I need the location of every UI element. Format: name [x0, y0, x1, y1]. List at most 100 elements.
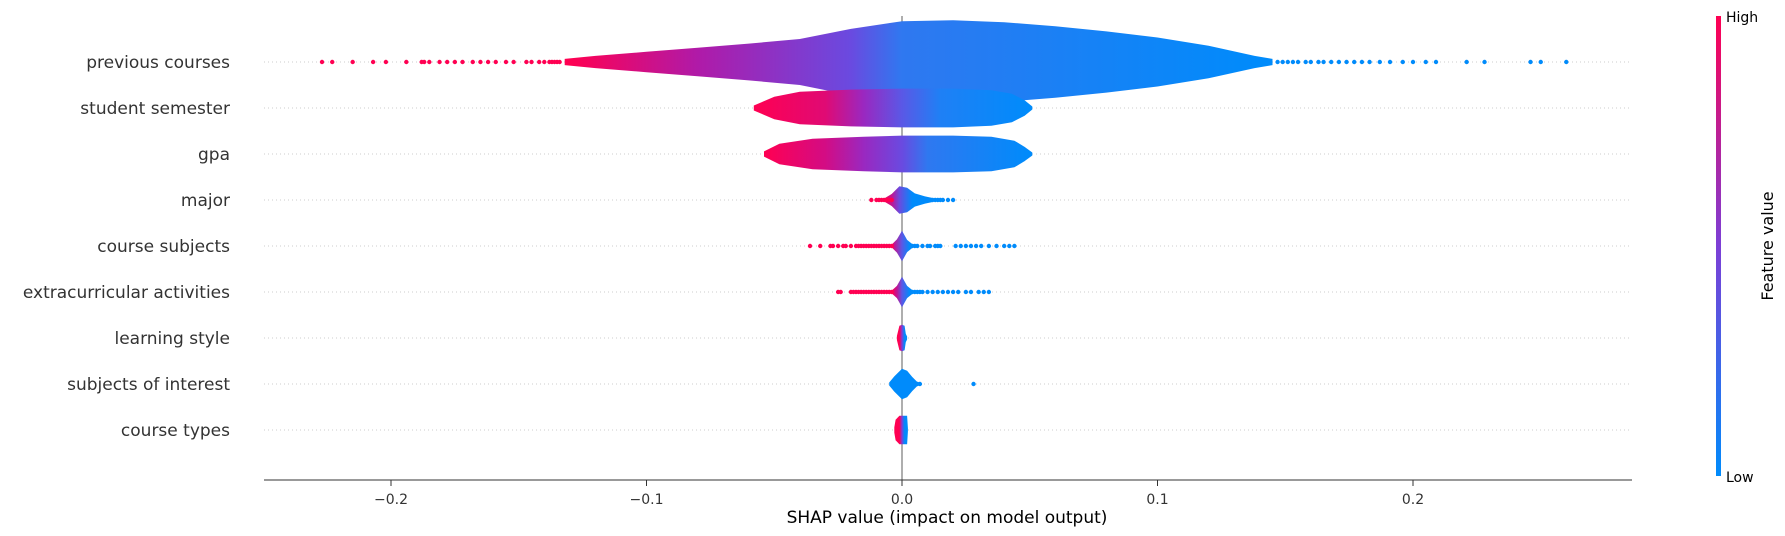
point-low: [920, 289, 925, 295]
point-high: [485, 59, 491, 65]
point-high: [889, 289, 894, 295]
point-low: [1285, 59, 1291, 65]
point-high: [330, 59, 335, 65]
point-low: [1538, 59, 1543, 65]
violin-1: [753, 88, 1033, 128]
point-low: [940, 289, 946, 295]
point-high: [869, 197, 874, 203]
feature-label: learning style: [114, 329, 230, 349]
point-high: [370, 59, 376, 65]
feature-label: gpa: [198, 145, 230, 165]
point-low: [958, 243, 963, 249]
point-low: [1359, 59, 1365, 65]
point-low: [1377, 59, 1382, 65]
point-low: [1433, 59, 1439, 65]
point-high: [445, 59, 450, 65]
point-low: [986, 243, 992, 249]
point-low: [935, 289, 940, 295]
point-high: [383, 59, 389, 65]
point-high: [830, 243, 836, 249]
point-low: [1280, 59, 1285, 65]
point-high: [524, 59, 529, 65]
point-high: [427, 59, 432, 65]
point-low: [950, 197, 956, 203]
point-high: [478, 59, 483, 65]
point-high: [319, 59, 325, 65]
point-high: [460, 59, 465, 65]
point-high: [807, 243, 813, 249]
point-low: [1344, 59, 1349, 65]
violin-0: [564, 20, 1273, 104]
feature-label: previous courses: [86, 53, 230, 73]
point-low: [986, 289, 992, 295]
point-low: [1290, 59, 1296, 65]
point-low: [1482, 59, 1487, 65]
point-low: [917, 381, 923, 387]
point-low: [1423, 59, 1428, 65]
point-high: [452, 59, 458, 65]
x-axis-title: SHAP value (impact on model output): [787, 508, 1108, 528]
colorbar-title: Feature value: [1758, 191, 1777, 300]
feature-label: course subjects: [97, 237, 230, 257]
violin-8: [894, 415, 908, 445]
x-tick-label: 0.0: [891, 492, 913, 508]
point-low: [930, 289, 935, 295]
point-low: [1564, 59, 1569, 65]
point-low: [945, 289, 951, 295]
point-high: [889, 197, 894, 203]
point-high: [437, 59, 442, 65]
point-low: [981, 289, 986, 295]
x-tick-label: 0.1: [1146, 492, 1168, 508]
point-low: [1012, 243, 1017, 249]
point-low: [1352, 59, 1357, 65]
point-high: [835, 243, 841, 249]
x-tick-label: −0.1: [630, 492, 664, 508]
point-high: [838, 289, 843, 295]
feature-label: extracurricular activities: [23, 283, 230, 303]
point-high: [818, 243, 823, 249]
point-high: [848, 243, 854, 249]
point-low: [973, 243, 979, 249]
violin-6: [896, 324, 908, 352]
point-low: [968, 289, 974, 295]
feature-labels: previous courses student semester gpa major…: [23, 53, 230, 441]
feature-label: student semester: [80, 99, 230, 119]
point-low: [1303, 59, 1308, 65]
point-high: [529, 59, 534, 65]
point-low: [1295, 59, 1301, 65]
point-high: [422, 59, 427, 65]
x-tick-label: 0.2: [1402, 492, 1424, 508]
violin-7: [889, 368, 918, 400]
point-high: [536, 59, 542, 65]
violin-2: [764, 135, 1033, 173]
point-low: [1007, 243, 1012, 249]
point-low: [979, 243, 984, 249]
colorbar-low-label: Low: [1726, 470, 1754, 486]
feature-label: subjects of interest: [67, 375, 230, 395]
point-low: [927, 243, 933, 249]
point-high: [843, 243, 848, 249]
violin-3: [884, 186, 933, 214]
point-low: [940, 197, 946, 203]
point-low: [963, 243, 969, 249]
point-high: [542, 59, 547, 65]
point-low: [1367, 59, 1372, 65]
point-low: [938, 243, 943, 249]
point-low: [1321, 59, 1326, 65]
feature-label: course types: [121, 421, 230, 441]
point-low: [976, 289, 981, 295]
point-low: [956, 289, 961, 295]
point-high: [404, 59, 409, 65]
violin-4: [891, 230, 913, 262]
point-low: [1336, 59, 1342, 65]
point-low: [1329, 59, 1334, 65]
point-low: [953, 243, 958, 249]
point-low: [1002, 243, 1007, 249]
point-low: [971, 381, 976, 387]
colorbar-high-label: High: [1726, 10, 1758, 26]
point-low: [963, 289, 969, 295]
points: [319, 59, 1569, 387]
point-low: [1400, 59, 1405, 65]
point-low: [925, 289, 930, 295]
